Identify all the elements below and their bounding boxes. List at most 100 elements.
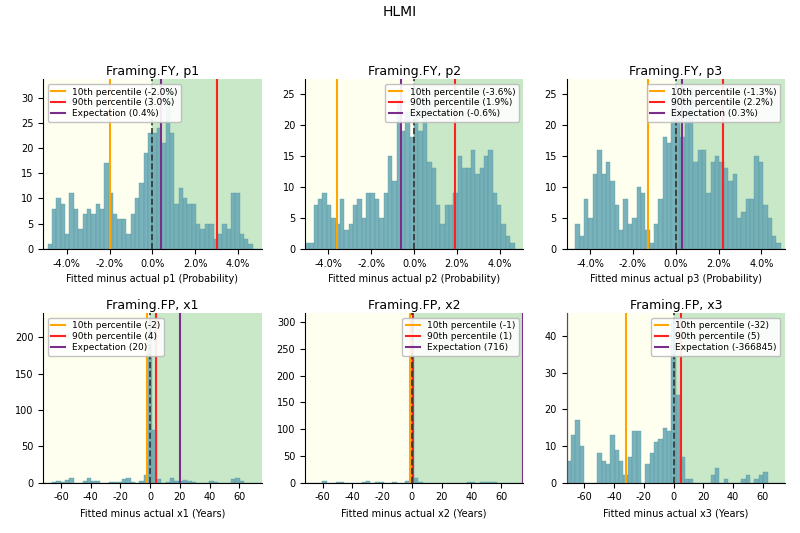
Bar [340, 482, 344, 483]
Legend: 10th percentile (-1.3%), 90th percentile (2.2%), Expectation (0.3%): 10th percentile (-1.3%), 90th percentile… [647, 84, 781, 122]
Bar [628, 224, 632, 249]
Bar [305, 313, 412, 483]
Bar [776, 243, 781, 249]
Bar [249, 244, 253, 249]
Bar [65, 234, 70, 249]
Bar [488, 482, 493, 483]
Bar [623, 475, 628, 483]
Bar [667, 431, 671, 483]
Bar [418, 482, 423, 483]
Bar [737, 218, 742, 249]
Bar [602, 174, 606, 249]
Bar [742, 212, 746, 249]
Bar [754, 156, 758, 249]
Bar [584, 199, 589, 249]
Bar [466, 482, 471, 483]
Bar [362, 218, 366, 249]
Bar [471, 150, 475, 249]
Bar [462, 168, 466, 249]
Bar [458, 156, 462, 249]
Legend: 10th percentile (-32), 90th percentile (5), Expectation (-366845): 10th percentile (-32), 90th percentile (… [651, 318, 781, 356]
Bar [602, 461, 606, 483]
Bar [571, 435, 575, 483]
Legend: 10th percentile (-2), 90th percentile (4), Expectation (20): 10th percentile (-2), 90th percentile (4… [48, 318, 164, 356]
Bar [685, 106, 689, 249]
Bar [82, 214, 87, 249]
Bar [484, 156, 488, 249]
Bar [366, 193, 370, 249]
Bar [746, 475, 750, 483]
Bar [619, 230, 623, 249]
Bar [183, 198, 187, 249]
Bar [82, 481, 87, 483]
Bar [632, 218, 637, 249]
Bar [667, 143, 671, 249]
Bar [56, 481, 61, 483]
Bar [614, 205, 619, 249]
Bar [685, 479, 689, 483]
Bar [235, 478, 240, 483]
Bar [100, 208, 104, 249]
Bar [614, 450, 619, 483]
Bar [47, 244, 52, 249]
Bar [475, 174, 480, 249]
Bar [310, 243, 314, 249]
Bar [130, 482, 135, 483]
Bar [153, 133, 157, 249]
Bar [362, 482, 366, 483]
Bar [218, 234, 222, 249]
Bar [161, 143, 166, 249]
Bar [214, 239, 218, 249]
Bar [122, 219, 126, 249]
Bar [724, 168, 728, 249]
Bar [326, 205, 331, 249]
Bar [392, 181, 397, 249]
Title: Framing.FY, p1: Framing.FY, p1 [106, 66, 199, 78]
Title: Framing.FY, p3: Framing.FY, p3 [630, 66, 722, 78]
Bar [410, 137, 414, 249]
Bar [449, 205, 454, 249]
Bar [183, 480, 187, 483]
Legend: 10th percentile (-1), 90th percentile (1), Expectation (716): 10th percentile (-1), 90th percentile (1… [402, 318, 518, 356]
Bar [192, 204, 196, 249]
Bar [153, 79, 262, 249]
Bar [74, 208, 78, 249]
Bar [702, 150, 706, 249]
Bar [772, 237, 776, 249]
Bar [192, 482, 196, 483]
Bar [431, 168, 436, 249]
Bar [510, 243, 514, 249]
Bar [689, 479, 694, 483]
Bar [178, 481, 183, 483]
Bar [174, 204, 178, 249]
Bar [680, 137, 685, 249]
Bar [610, 435, 614, 483]
Bar [126, 234, 130, 249]
Bar [56, 198, 61, 249]
Bar [763, 205, 767, 249]
Bar [166, 482, 170, 483]
Bar [480, 168, 484, 249]
Bar [305, 79, 414, 249]
Bar [96, 481, 100, 483]
Bar [758, 162, 763, 249]
Bar [322, 193, 326, 249]
Bar [575, 224, 580, 249]
Bar [170, 133, 174, 249]
Bar [763, 472, 767, 483]
Bar [335, 482, 340, 483]
Bar [118, 219, 122, 249]
Bar [598, 150, 602, 249]
Bar [52, 208, 56, 249]
Bar [335, 224, 340, 249]
Bar [157, 128, 161, 249]
Bar [113, 482, 118, 483]
Bar [466, 168, 471, 249]
Bar [375, 482, 379, 483]
Bar [689, 87, 694, 249]
Legend: 10th percentile (-3.6%), 90th percentile (1.9%), Expectation (-0.6%): 10th percentile (-3.6%), 90th percentile… [385, 84, 518, 122]
Bar [758, 475, 763, 483]
Bar [358, 199, 362, 249]
Bar [414, 79, 523, 249]
Bar [637, 431, 641, 483]
